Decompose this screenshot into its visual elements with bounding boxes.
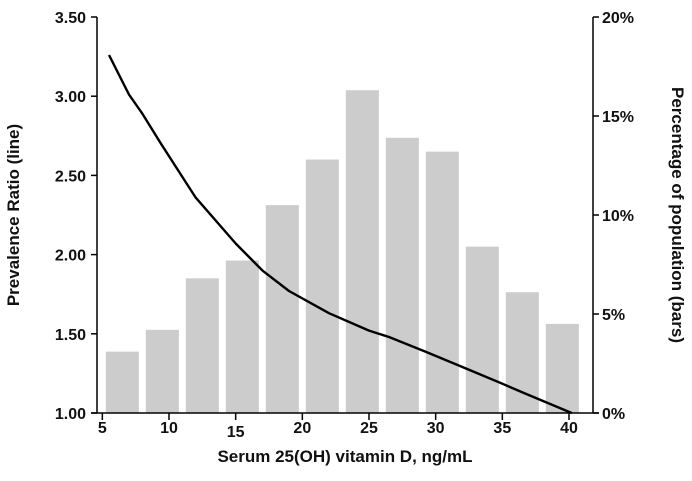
y-right-tick-label: 15% xyxy=(602,109,634,126)
bar xyxy=(425,151,459,413)
y-left-tick-label: 3.00 xyxy=(55,89,86,106)
bar xyxy=(385,137,419,413)
x-tick-label: 35 xyxy=(493,420,511,437)
line-group xyxy=(107,54,573,415)
y-right-tick-label: 10% xyxy=(602,208,634,225)
bar xyxy=(265,205,299,413)
y-left-tick-label: 2.00 xyxy=(55,248,86,265)
axes-group: 1.00 1.50 2.00 2.50 3.00 3.50 0% 5% 10% 15% 20% 5 10… xyxy=(55,10,634,441)
y-right-tick-label: 0% xyxy=(602,406,625,423)
x-tick-label: 15 xyxy=(227,424,245,441)
bar xyxy=(305,159,339,413)
x-tick-label: 5 xyxy=(98,420,107,437)
x-tick-label: 20 xyxy=(293,420,311,437)
bar xyxy=(545,323,579,413)
y-left-tick-label: 2.50 xyxy=(55,168,86,185)
bar xyxy=(345,90,379,413)
y-left-tick-label: 1.50 xyxy=(55,327,86,344)
bars-group xyxy=(105,90,579,413)
bar xyxy=(105,351,139,413)
y-left-tick-label: 1.00 xyxy=(55,406,86,423)
x-axis-label: Serum 25(OH) vitamin D, ng/mL xyxy=(217,447,472,466)
y-axis-label-left: Prevalence Ratio (line) xyxy=(4,124,23,306)
y-left-tick-label: 3.50 xyxy=(55,10,86,27)
y-right-tick-label: 5% xyxy=(602,307,625,324)
bar xyxy=(145,329,179,413)
prevalence-ratio-line xyxy=(107,54,573,415)
x-tick-label: 40 xyxy=(560,420,578,437)
x-tick-label: 30 xyxy=(427,420,445,437)
y-right-tick-label: 20% xyxy=(602,10,634,27)
y-axis-label-right: Percentage of population (bars) xyxy=(668,87,687,343)
bar xyxy=(505,292,539,413)
x-tick-label: 10 xyxy=(160,420,178,437)
bar xyxy=(185,278,219,413)
bar xyxy=(465,246,499,413)
bar xyxy=(225,260,259,413)
x-tick-label: 25 xyxy=(360,420,378,437)
